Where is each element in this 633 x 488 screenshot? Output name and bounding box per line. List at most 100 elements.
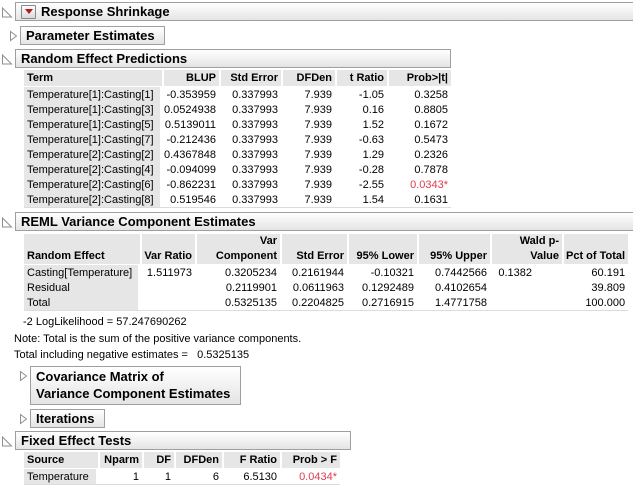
cell-dfden: 7.939 [304, 193, 332, 206]
red-triangle-icon [24, 9, 33, 14]
table-row: Temperature[1]:Casting[1] -0.353959 0.33… [24, 87, 451, 102]
table-row: Temperature[1]:Casting[7] -0.212436 0.33… [24, 132, 451, 147]
cell-t-ratio: 1.52 [362, 118, 384, 131]
cell-std-error: 0.337993 [232, 193, 278, 206]
red-triangle-menu-button[interactable] [21, 4, 36, 19]
col-header-std-error: Std Error [219, 70, 281, 87]
outline-row-parameter-estimates: Parameter Estimates [0, 26, 633, 45]
col-header-spacer [562, 234, 629, 249]
covariance-matrix-band[interactable]: Covariance Matrix of Variance Component … [30, 366, 242, 405]
col-header-source: Source [24, 452, 98, 469]
cell-pct: 60.191 [591, 266, 626, 279]
loglikelihood-text: -2 LogLikelihood = 57.247690262 [23, 316, 187, 328]
cell-blup: 0.519546 [170, 193, 216, 206]
cell-std-error: 0.337993 [232, 148, 278, 161]
iterations-band[interactable]: Iterations [30, 409, 105, 428]
col-header-blup: BLUP [162, 70, 219, 87]
cell-term: Temperature[2]:Casting[4] [24, 162, 162, 177]
disclosure-expanded-icon[interactable] [1, 216, 13, 228]
cell-t-ratio: 1.29 [362, 148, 384, 161]
cell-dfden: 6 [212, 470, 219, 483]
table-header-row: Source Nparm DF DFDen F Ratio Prob > F [24, 452, 340, 469]
disclosure-expanded-icon[interactable] [1, 435, 13, 447]
col-header-term: Term [24, 70, 162, 87]
cell-std-error: 0.337993 [232, 178, 278, 191]
section-title: Parameter Estimates [26, 28, 155, 43]
outline-row-fixed-effect-tests: Fixed Effect Tests [0, 431, 633, 450]
cell-95-lower: -0.10321 [370, 266, 414, 279]
cell-wald-p [490, 295, 562, 310]
fixed-effect-tests-table: Source Nparm DF DFDen F Ratio Prob > F T… [24, 452, 340, 485]
cell-source: Temperature [24, 469, 98, 484]
cell-std-error: 0.337993 [232, 103, 278, 116]
cell-var-ratio [140, 280, 195, 295]
col-header-var-ratio: Var Ratio [140, 249, 195, 265]
cell-prob: 0.2326 [414, 148, 448, 161]
cell-var-ratio [140, 295, 195, 310]
outline-row-iterations: Iterations [0, 409, 633, 428]
fixed-effect-tests-band[interactable]: Fixed Effect Tests [15, 431, 351, 450]
cell-std-error: 0.0611963 [292, 281, 344, 294]
cell-term: Temperature[2]:Casting[6] [24, 177, 162, 192]
reml-variance-table: Var Wald p- Random Effect Var Ratio Comp… [24, 234, 629, 311]
table-row: Total 0.5325135 0.2204825 0.2716915 1.47… [24, 295, 628, 310]
table-row: Temperature[2]:Casting[2] 0.4367848 0.33… [24, 147, 451, 162]
reml-band[interactable]: REML Variance Component Estimates [15, 212, 633, 231]
section-title: Iterations [36, 411, 95, 426]
section-title: Fixed Effect Tests [21, 433, 132, 448]
col-header-var: Var [195, 234, 280, 249]
cell-dfden: 7.939 [304, 103, 332, 116]
section-title-line1: Covariance Matrix of [36, 369, 164, 384]
cell-95-upper: 0.4102654 [435, 281, 487, 294]
table-header-row: Random Effect Var Ratio Component Std Er… [24, 249, 629, 265]
col-header-component: Component [195, 249, 280, 265]
cell-prob: 0.0434* [299, 470, 337, 483]
disclosure-collapsed-icon[interactable] [19, 413, 28, 425]
cell-95-lower: 0.2716915 [362, 296, 414, 309]
cell-t-ratio: -0.28 [358, 163, 384, 176]
cell-wald-p [490, 280, 562, 295]
cell-dfden: 7.939 [304, 118, 332, 131]
disclosure-collapsed-icon[interactable] [9, 30, 18, 42]
cell-term: Temperature[1]:Casting[3] [24, 102, 162, 117]
col-header-prob-f: Prob > F [280, 452, 340, 469]
cell-wald-p: 0.1382 [498, 266, 532, 279]
cell-std-error: 0.337993 [232, 88, 278, 101]
col-header-dfden: DFDen [281, 70, 335, 87]
section-title-line2: Variance Component Estimates [36, 386, 231, 401]
col-header-prob: Prob>|t| [387, 70, 451, 87]
cell-df: 1 [164, 470, 171, 483]
parameter-estimates-band[interactable]: Parameter Estimates [20, 26, 165, 45]
cell-prob: 0.7878 [414, 163, 448, 176]
cell-blup: 0.5139011 [164, 118, 216, 131]
cell-std-error: 0.337993 [232, 118, 278, 131]
disclosure-collapsed-icon[interactable] [19, 370, 28, 382]
cell-blup: -0.094099 [166, 163, 216, 176]
random-effect-predictions-band[interactable]: Random Effect Predictions [15, 49, 451, 68]
col-header-spacer [347, 234, 417, 249]
col-header-df: DF [142, 452, 174, 469]
cell-component: 0.5325135 [225, 296, 277, 309]
cell-prob: 0.5473 [414, 133, 448, 146]
cell-std-error: 0.337993 [232, 163, 278, 176]
col-header-95-lower: 95% Lower [347, 249, 417, 265]
disclosure-expanded-icon[interactable] [1, 53, 13, 65]
cell-blup: -0.212436 [166, 133, 216, 146]
col-header-spacer [280, 234, 347, 249]
table-row: Temperature[2]:Casting[4] -0.094099 0.33… [24, 162, 451, 177]
cell-dfden: 7.939 [304, 178, 332, 191]
cell-t-ratio: -2.55 [358, 178, 384, 191]
total-note-text: Note: Total is the sum of the positive v… [14, 333, 302, 345]
response-shrinkage-band[interactable]: Response Shrinkage [15, 2, 633, 21]
col-header-spacer [140, 234, 195, 249]
cell-effect: Total [24, 295, 140, 310]
disclosure-expanded-icon[interactable] [1, 6, 13, 18]
cell-t-ratio: -0.63 [358, 133, 384, 146]
outline-row-reml: REML Variance Component Estimates [0, 212, 633, 231]
cell-effect: Casting[Temperature] [24, 265, 140, 280]
cell-95-upper: 1.4771758 [435, 296, 487, 309]
cell-term: Temperature[1]:Casting[1] [24, 87, 162, 102]
table-header-row-top: Var Wald p- [24, 234, 629, 249]
section-title: REML Variance Component Estimates [21, 214, 256, 229]
table-row: Temperature 1 1 6 6.5130 0.0434* [24, 469, 340, 484]
